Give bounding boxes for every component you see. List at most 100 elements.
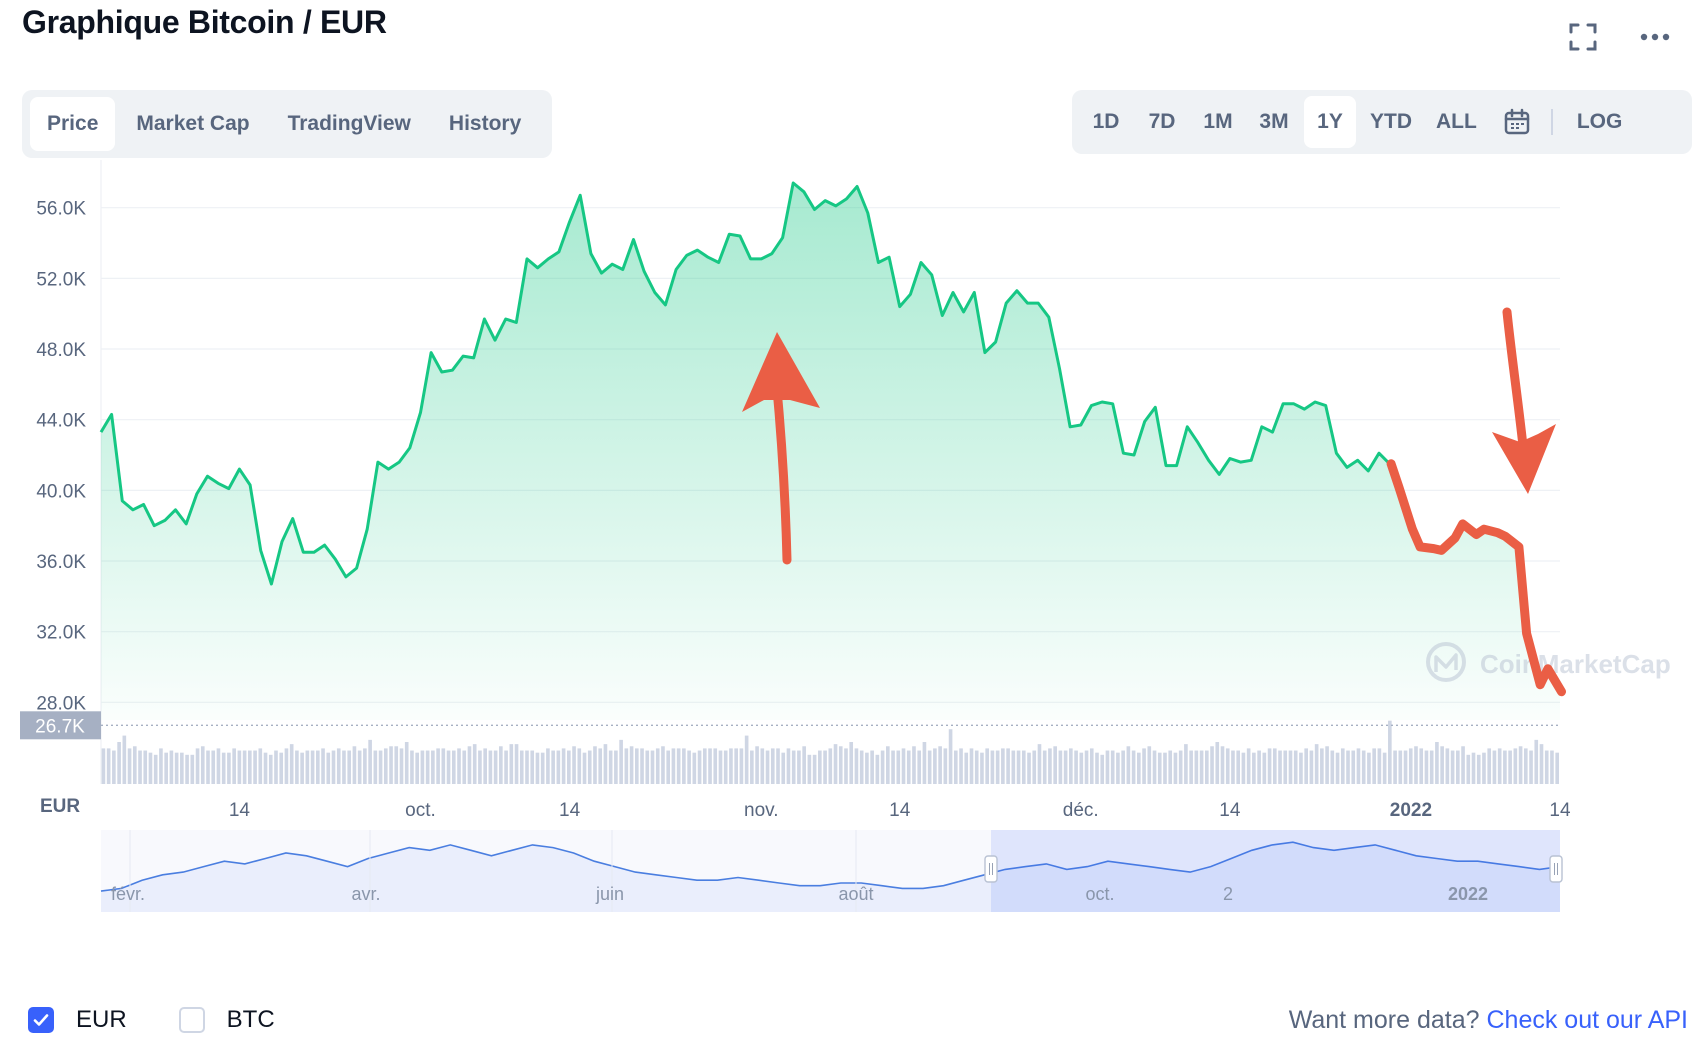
volume-bar — [504, 750, 508, 784]
volume-bar — [1194, 750, 1199, 784]
volume-bar — [342, 750, 346, 784]
calendar-icon[interactable] — [1491, 96, 1543, 148]
volume-bar — [901, 748, 906, 784]
navigator-area — [101, 842, 1560, 912]
volume-bar — [1403, 750, 1408, 784]
volume-bar — [1497, 748, 1502, 784]
volume-bar — [1048, 748, 1052, 784]
volume-bar — [1011, 750, 1016, 784]
range-ytd[interactable]: YTD — [1370, 110, 1412, 133]
volume-bar — [671, 748, 676, 784]
volume-bar — [221, 752, 226, 784]
volume-bar — [1278, 750, 1282, 784]
volume-bar — [1257, 750, 1261, 784]
volume-bar — [1288, 750, 1293, 784]
range-1d[interactable]: 1D — [1092, 110, 1120, 133]
fullscreen-icon[interactable] — [1566, 20, 1600, 54]
volume-bar — [1466, 754, 1471, 784]
tab-tradingview[interactable]: TradingView — [287, 112, 411, 135]
volume-bar — [519, 750, 524, 784]
volume-bar — [556, 750, 561, 784]
volume-bar — [849, 742, 854, 784]
tab-history[interactable]: History — [448, 112, 522, 135]
volume-bar — [1393, 750, 1397, 784]
volume-bar — [1163, 752, 1167, 784]
volume-bar — [1215, 742, 1220, 784]
volume-bar — [807, 754, 812, 784]
volume-bar — [948, 729, 953, 784]
volume-bar — [284, 748, 289, 784]
navigator-handle[interactable] — [984, 855, 998, 883]
volume-bar — [718, 750, 723, 784]
volume-bar — [1408, 748, 1413, 784]
volume-bar — [1283, 750, 1288, 784]
api-link[interactable]: Check out our API — [1486, 1006, 1688, 1034]
volume-bar — [755, 746, 759, 784]
volume-bar — [415, 752, 419, 784]
navigator-label: oct. — [1085, 884, 1114, 904]
volume-bar — [1398, 750, 1403, 784]
volume-bar — [1021, 750, 1026, 784]
volume-bar — [1382, 752, 1387, 784]
volume-bar — [478, 750, 482, 784]
legend-label-eur: EUR — [76, 1006, 127, 1033]
legend-checkbox-eur[interactable] — [28, 1007, 54, 1033]
range-1y[interactable]: 1Y — [1304, 96, 1356, 148]
volume-bar — [1361, 750, 1366, 784]
volume-bar — [472, 744, 477, 784]
x-tick-label: 14 — [889, 800, 911, 821]
log-scale-toggle[interactable]: LOG — [1576, 110, 1623, 133]
volume-bar — [1523, 748, 1528, 784]
y-tick-label: 48.0K — [36, 340, 86, 361]
volume-bar — [289, 744, 294, 784]
tab-price[interactable]: Price — [30, 97, 116, 151]
volume-bar — [1340, 748, 1345, 784]
volume-bar — [237, 750, 242, 784]
volume-bar — [117, 742, 121, 784]
volume-bar — [295, 750, 299, 784]
volume-bar — [1314, 744, 1319, 784]
volume-bar — [603, 744, 608, 784]
y-tick-label: 52.0K — [36, 269, 86, 290]
volume-bar — [739, 748, 744, 784]
volume-bar — [132, 746, 137, 784]
volume-bar — [750, 750, 754, 784]
range-1m[interactable]: 1M — [1203, 110, 1233, 133]
y-tick-label: 32.0K — [36, 623, 86, 644]
volume-bar — [619, 739, 623, 784]
volume-bar — [279, 752, 284, 784]
tab-market-cap[interactable]: Market Cap — [136, 112, 250, 135]
volume-bar — [980, 752, 984, 784]
volume-bar — [540, 752, 545, 784]
volume-bar — [263, 752, 268, 784]
volume-bar — [1225, 748, 1230, 784]
range-all[interactable]: ALL — [1436, 110, 1477, 133]
volume-bar — [1320, 748, 1324, 784]
volume-bar — [708, 748, 712, 784]
volume-bar — [431, 750, 435, 784]
volume-bar — [1210, 746, 1214, 784]
volume-bar — [1429, 750, 1434, 784]
volume-bar — [153, 754, 158, 784]
volume-bar — [404, 742, 409, 784]
price-chart[interactable]: 28.0K 32.0K 36.0K 40.0K 44.0K 48.0K 52.0K 56.0K… — [0, 160, 1702, 1000]
more-icon[interactable] — [1638, 20, 1672, 54]
volume-bar — [1299, 752, 1303, 784]
volume-bar — [1267, 748, 1272, 784]
navigator-label: juin — [595, 884, 624, 904]
navigator-handle[interactable] — [1549, 855, 1563, 883]
volume-bar — [394, 746, 399, 784]
navigator-label: 2022 — [1448, 884, 1488, 904]
volume-bar — [1414, 746, 1418, 784]
volume-bar — [943, 748, 948, 784]
legend-checkbox-btc[interactable] — [178, 1007, 205, 1033]
navigator-label: févr. — [111, 884, 145, 904]
range-3m[interactable]: 3M — [1259, 110, 1289, 133]
volume-bar — [587, 750, 592, 784]
volume-bar — [593, 746, 597, 784]
range-7d[interactable]: 7D — [1148, 110, 1176, 133]
volume-bar — [1539, 744, 1544, 784]
volume-bar — [1440, 746, 1444, 784]
volume-bar — [1236, 750, 1241, 784]
volume-bar — [1388, 720, 1392, 784]
